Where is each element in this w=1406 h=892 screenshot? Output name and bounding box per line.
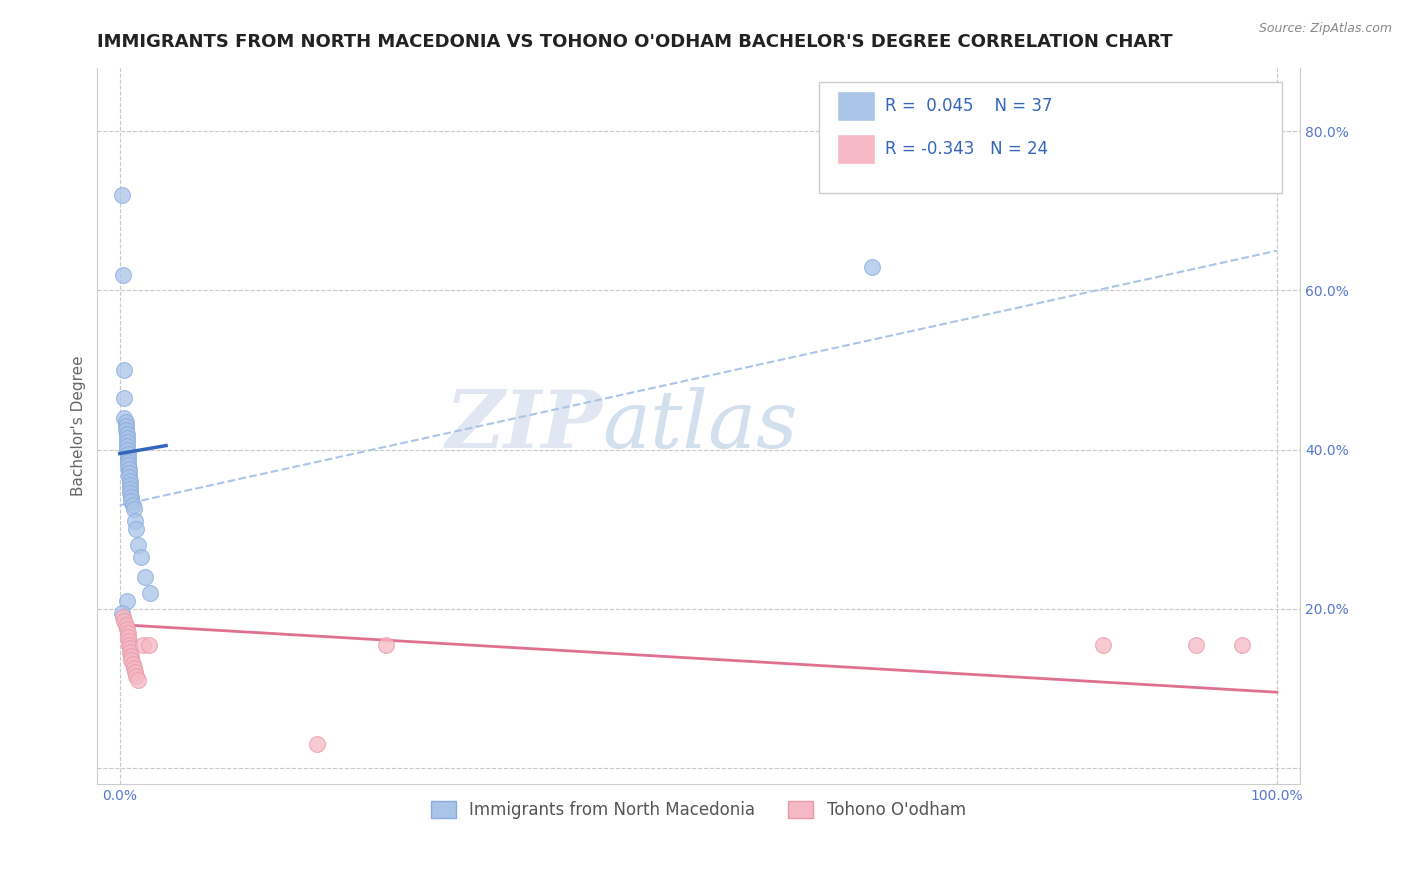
- Point: [129, 549, 152, 564]
- Point: [118, 638, 141, 652]
- Point: [138, 638, 160, 652]
- Point: [115, 439, 138, 453]
- Point: [117, 454, 139, 468]
- Point: [374, 638, 396, 652]
- Point: [1185, 638, 1208, 652]
- Point: [124, 665, 146, 680]
- Point: [127, 673, 149, 688]
- Point: [305, 737, 328, 751]
- FancyBboxPatch shape: [818, 82, 1282, 193]
- Point: [117, 625, 139, 640]
- Point: [115, 593, 138, 607]
- Point: [120, 645, 142, 659]
- Text: R =  0.045    N = 37: R = 0.045 N = 37: [884, 97, 1053, 115]
- Point: [115, 431, 138, 445]
- Point: [112, 268, 135, 282]
- Point: [1232, 638, 1254, 652]
- Point: [111, 188, 134, 202]
- Point: [860, 260, 883, 274]
- Point: [134, 570, 156, 584]
- Point: [120, 483, 142, 497]
- Point: [114, 617, 136, 632]
- Point: [122, 661, 145, 675]
- Point: [112, 609, 135, 624]
- Point: [120, 641, 142, 656]
- Y-axis label: Bachelor's Degree: Bachelor's Degree: [72, 355, 86, 496]
- Point: [114, 423, 136, 437]
- Point: [125, 669, 148, 683]
- Point: [120, 491, 142, 505]
- Point: [118, 462, 141, 476]
- Point: [120, 475, 142, 489]
- Point: [117, 630, 139, 644]
- Point: [120, 649, 142, 664]
- Point: [115, 434, 138, 449]
- Point: [120, 494, 142, 508]
- Point: [114, 418, 136, 433]
- Text: IMMIGRANTS FROM NORTH MACEDONIA VS TOHONO O'ODHAM BACHELOR'S DEGREE CORRELATION : IMMIGRANTS FROM NORTH MACEDONIA VS TOHON…: [97, 33, 1173, 51]
- Point: [117, 450, 139, 465]
- Point: [115, 442, 138, 457]
- Point: [127, 538, 149, 552]
- Point: [112, 614, 135, 628]
- Text: atlas: atlas: [602, 387, 797, 465]
- Point: [118, 470, 141, 484]
- Legend: Immigrants from North Macedonia, Tohono O'odham: Immigrants from North Macedonia, Tohono …: [425, 794, 973, 825]
- Point: [118, 633, 141, 648]
- Point: [125, 522, 148, 536]
- Point: [1092, 638, 1115, 652]
- Text: R = -0.343   N = 24: R = -0.343 N = 24: [884, 140, 1047, 158]
- Point: [120, 653, 142, 667]
- Point: [112, 391, 135, 405]
- Point: [139, 586, 162, 600]
- Point: [118, 467, 141, 481]
- Point: [120, 478, 142, 492]
- Point: [117, 458, 139, 473]
- Bar: [837, 135, 876, 164]
- Text: ZIP: ZIP: [446, 387, 602, 465]
- Point: [121, 657, 143, 672]
- Text: Source: ZipAtlas.com: Source: ZipAtlas.com: [1258, 22, 1392, 36]
- Bar: [837, 91, 876, 121]
- Point: [122, 502, 145, 516]
- Point: [114, 415, 136, 429]
- Point: [117, 446, 139, 460]
- Point: [121, 498, 143, 512]
- Point: [112, 410, 135, 425]
- Point: [115, 622, 138, 636]
- Point: [115, 426, 138, 441]
- Point: [120, 486, 142, 500]
- Point: [132, 638, 155, 652]
- Point: [111, 606, 134, 620]
- Point: [124, 514, 146, 528]
- Point: [112, 363, 135, 377]
